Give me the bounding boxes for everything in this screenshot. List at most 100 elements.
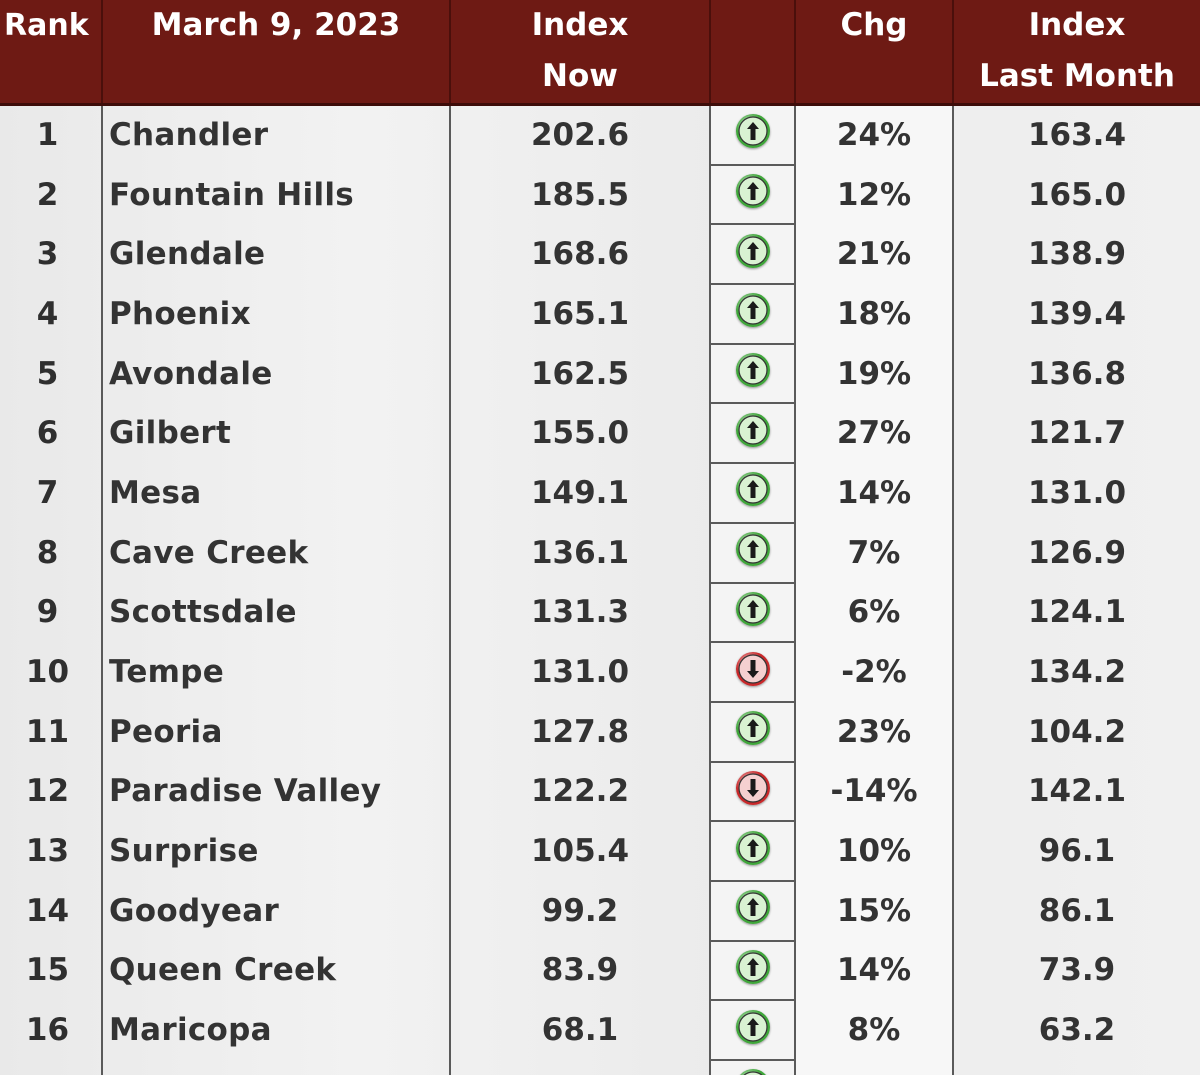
city-cell: Phoenix — [102, 284, 451, 344]
index-now-cell: 136.1 — [450, 522, 711, 583]
change-cell: 10% — [795, 821, 954, 881]
table-row: 14 Goodyear 99.2 15% 86.1 — [0, 880, 1200, 942]
change-cell: 21% — [795, 224, 954, 285]
index-last-month-header: Index Last Month — [953, 0, 1200, 106]
index-last-month-cell: 59.5 — [953, 1060, 1200, 1075]
rank-cell: 3 — [0, 224, 103, 285]
index-last-month-cell: 138.9 — [1027, 236, 1127, 273]
change-cell: 6% — [795, 582, 954, 643]
direction-cell — [709, 821, 796, 882]
rank-header-label: Rank — [4, 8, 89, 43]
date-header: March 9, 2023 — [102, 0, 451, 106]
index-now-cell: 168.6 — [450, 224, 711, 285]
index-now-cell: 68.1 — [450, 1000, 711, 1060]
table-row: 6 Gilbert 155.0 27% 121.7 — [0, 403, 1200, 465]
table-row: 16 Maricopa 68.1 8% 63.2 — [0, 1000, 1200, 1061]
index-now-cell: 131.3 — [450, 582, 711, 643]
index-last-month-cell: 124.1 — [1027, 594, 1127, 631]
index-now-cell: 66.4 — [450, 1060, 711, 1075]
change-header: Chg — [795, 0, 954, 106]
change-cell: 14% — [795, 463, 954, 523]
direction-cell — [709, 1000, 796, 1061]
header-row: Rank March 9, 2023 Index Now Chg Index L… — [0, 0, 1200, 106]
direction-cell — [709, 224, 796, 286]
change-cell: -2% — [795, 642, 954, 702]
rank-cell: 17 — [0, 1060, 103, 1075]
city-cell: Goodyear — [102, 880, 451, 941]
rank-cell: 14 — [0, 880, 103, 941]
up-arrow-icon — [735, 591, 770, 626]
index-last-month-cell: 63.2 — [1038, 1012, 1116, 1049]
rank-cell: 9 — [0, 582, 103, 643]
up-arrow-icon — [735, 472, 770, 507]
change-cell: 24% — [795, 104, 954, 165]
change-header-label: Chg — [840, 7, 908, 43]
direction-cell — [709, 880, 796, 942]
index-last-month-cell: 134.2 — [1027, 654, 1127, 691]
change-cell: 12% — [795, 1060, 954, 1075]
city-cell: Queen Creek — [102, 940, 451, 1001]
direction-cell — [709, 761, 796, 823]
table-row: 9 Scottsdale 131.3 6% 124.1 — [0, 582, 1200, 644]
table-row: 10 Tempe 131.0 -2% 134.2 — [0, 642, 1200, 703]
direction-cell — [709, 522, 796, 584]
up-arrow-icon — [735, 890, 770, 925]
table-row: 17Buckeye66.4 12%59.5 — [0, 1060, 1200, 1075]
city-cell: Scottsdale — [102, 582, 451, 643]
index-now-cell: 202.6 — [450, 104, 711, 165]
direction-cell — [709, 284, 796, 345]
up-arrow-icon — [735, 532, 770, 567]
city-cell: Glendale — [102, 224, 451, 285]
index-last-month-cell: 73.9 — [1038, 952, 1116, 989]
up-arrow-icon — [735, 830, 770, 865]
up-arrow-icon — [735, 353, 770, 388]
index-now-cell: 83.9 — [450, 940, 711, 1001]
change-cell: 18% — [795, 284, 954, 344]
city-cell: Cave Creek — [102, 522, 451, 583]
rank-cell: 2 — [0, 164, 103, 225]
change-cell: 8% — [795, 1000, 954, 1060]
table-row: 12 Paradise Valley 122.2 -14% 142.1 — [0, 761, 1200, 823]
change-cell: 19% — [795, 343, 954, 404]
index-now-cell: 122.2 — [450, 761, 711, 822]
city-cell: Maricopa — [102, 1000, 451, 1060]
table-row: 5 Avondale 162.5 19% 136.8 — [0, 343, 1200, 405]
index-last-month-cell: 142.1 — [1027, 773, 1127, 810]
table-row: 4 Phoenix 165.1 18% 139.4 — [0, 284, 1200, 345]
table-row: 1 Chandler 202.6 24% 163.4 — [0, 104, 1200, 166]
index-last-month-cell: 165.0 — [1027, 176, 1127, 213]
index-now-header: Index Now — [450, 0, 711, 106]
index-now-cell: 131.0 — [450, 642, 711, 702]
table-row: 7 Mesa 149.1 14% 131.0 — [0, 463, 1200, 524]
index-last-month-cell: 126.9 — [1027, 534, 1127, 571]
change-cell: -14% — [795, 761, 954, 822]
city-cell: Fountain Hills — [102, 164, 451, 225]
down-arrow-icon — [735, 770, 770, 805]
index-now-header-line1: Index — [531, 7, 629, 43]
index-last-month-cell: 131.0 — [1027, 474, 1127, 511]
up-arrow-icon — [735, 233, 770, 268]
city-cell: Mesa — [102, 463, 451, 523]
up-arrow-icon — [735, 114, 770, 149]
rank-cell: 13 — [0, 821, 103, 881]
table-body: 1 Chandler 202.6 24% 163.4 2 Fountain Hills 185… — [0, 104, 1200, 1075]
up-arrow-icon — [735, 1069, 770, 1075]
table-row: 8 Cave Creek 136.1 7% 126.9 — [0, 522, 1200, 584]
direction-cell — [709, 164, 796, 226]
rank-cell: 12 — [0, 761, 103, 822]
date-header-label: March 9, 2023 — [151, 7, 401, 43]
rank-header: Rank — [0, 0, 103, 106]
direction-cell — [709, 1060, 796, 1075]
up-arrow-icon — [735, 412, 770, 447]
city-cell: Surprise — [102, 821, 451, 881]
table-row: 2 Fountain Hills 185.5 12% 165.0 — [0, 164, 1200, 226]
city-cell: Avondale — [102, 343, 451, 404]
table-row: 11 Peoria 127.8 23% 104.2 — [0, 701, 1200, 763]
rank-cell: 5 — [0, 343, 103, 404]
city-cell: Paradise Valley — [102, 761, 451, 822]
city-cell: Peoria — [102, 701, 451, 762]
rank-cell: 1 — [0, 104, 103, 165]
rank-cell: 6 — [0, 403, 103, 464]
